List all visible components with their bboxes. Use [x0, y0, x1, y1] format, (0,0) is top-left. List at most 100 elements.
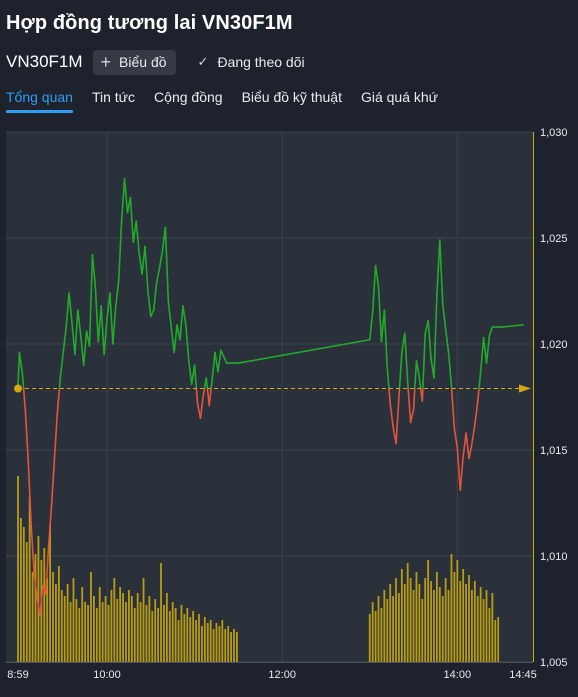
volume-bar — [23, 527, 25, 662]
volume-bar — [198, 614, 200, 662]
x-tick-label: 14:45 — [509, 669, 537, 681]
volume-bar — [160, 563, 162, 662]
volume-bar — [87, 605, 89, 662]
volume-bar — [134, 608, 136, 662]
volume-bar — [99, 587, 101, 662]
volume-bar — [17, 476, 19, 662]
volume-bar — [26, 542, 28, 662]
volume-bar — [178, 620, 180, 662]
volume-bar — [439, 587, 441, 662]
volume-bar — [392, 596, 394, 662]
volume-bar — [207, 623, 209, 662]
page-title: Hợp đồng tương lai VN30F1M — [6, 12, 293, 35]
symbol-label: VN30F1M — [6, 52, 83, 72]
volume-bar — [404, 584, 406, 662]
volume-bar — [210, 620, 212, 662]
volume-bar — [78, 608, 80, 662]
volume-bar — [465, 584, 467, 662]
price-line-segment — [196, 389, 197, 404]
volume-bar — [395, 578, 397, 662]
volume-bar — [146, 605, 148, 662]
volume-bar — [140, 602, 142, 662]
volume-bar — [122, 593, 124, 662]
volume-bar — [471, 590, 473, 662]
volume-bar — [224, 629, 226, 662]
volume-bar — [491, 593, 493, 662]
volume-bar — [195, 620, 197, 662]
price-line-segment — [422, 389, 423, 402]
volume-bar — [84, 602, 86, 662]
volume-bar — [454, 572, 456, 662]
volume-bar — [70, 602, 72, 662]
volume-bar — [381, 608, 383, 662]
tab-technical-chart[interactable]: Biểu đồ kỹ thuật — [242, 89, 342, 111]
volume-bar — [230, 632, 232, 662]
volume-bar — [451, 554, 453, 662]
volume-bar — [35, 554, 37, 662]
volume-bar — [442, 596, 444, 662]
volume-bar — [372, 602, 374, 662]
volume-bar — [494, 620, 496, 662]
volume-bar — [497, 617, 499, 662]
volume-bar — [448, 590, 450, 662]
tab-price-history[interactable]: Giá quá khứ — [361, 89, 438, 111]
volume-bar — [413, 590, 415, 662]
volume-bar — [143, 578, 145, 662]
chart-button[interactable]: + Biểu đồ — [93, 50, 176, 75]
volume-bar — [166, 593, 168, 662]
price-line-segment — [203, 389, 204, 395]
volume-bar — [398, 593, 400, 662]
reference-dot — [14, 385, 22, 393]
price-line-segment — [206, 378, 207, 389]
volume-bar — [116, 599, 118, 662]
volume-bar — [418, 584, 420, 662]
follow-label: Đang theo dõi — [217, 54, 304, 70]
volume-bar — [445, 578, 447, 662]
volume-bar — [213, 629, 215, 662]
tab-community[interactable]: Cộng đồng — [154, 89, 223, 111]
volume-bar — [125, 602, 127, 662]
volume-bar — [486, 590, 488, 662]
volume-bar — [169, 611, 171, 662]
y-tick-label: 1,005 — [540, 657, 568, 669]
volume-bar — [175, 608, 177, 662]
volume-bar — [20, 518, 22, 662]
y-tick-label: 1,025 — [540, 233, 568, 245]
check-icon: ✓ — [198, 54, 209, 70]
volume-bar — [73, 578, 75, 662]
follow-button[interactable]: ✓ Đang theo dõi — [198, 54, 305, 70]
volume-bar — [201, 626, 203, 662]
volume-bar — [477, 596, 479, 662]
volume-bar — [375, 611, 377, 662]
volume-bar — [480, 587, 482, 662]
x-tick-label: 10:00 — [93, 669, 121, 681]
volume-bar — [119, 587, 121, 662]
volume-bar — [181, 605, 183, 662]
volume-bar — [236, 632, 238, 662]
volume-bar — [128, 590, 130, 662]
tab-bar: Tổng quan Tin tức Cộng đồng Biểu đồ kỹ t… — [6, 89, 457, 111]
volume-bar — [407, 563, 409, 662]
plus-icon: + — [101, 53, 112, 71]
volume-bar — [456, 560, 458, 662]
volume-bar — [427, 560, 429, 662]
volume-bar — [219, 626, 221, 662]
tab-overview[interactable]: Tổng quan — [6, 89, 73, 111]
tab-news[interactable]: Tin tức — [92, 89, 135, 111]
volume-bar — [433, 590, 435, 662]
volume-bar — [401, 569, 403, 662]
price-line-segment — [399, 389, 400, 397]
volume-bar — [108, 605, 110, 662]
volume-bar — [221, 620, 223, 662]
volume-bar — [192, 611, 194, 662]
volume-bar — [462, 569, 464, 662]
volume-bar — [137, 593, 139, 662]
volume-bar — [32, 572, 34, 662]
volume-bar — [52, 572, 54, 662]
volume-bar — [383, 590, 385, 662]
volume-bar — [421, 599, 423, 662]
x-tick-label: 12:00 — [268, 669, 296, 681]
volume-bar — [424, 578, 426, 662]
